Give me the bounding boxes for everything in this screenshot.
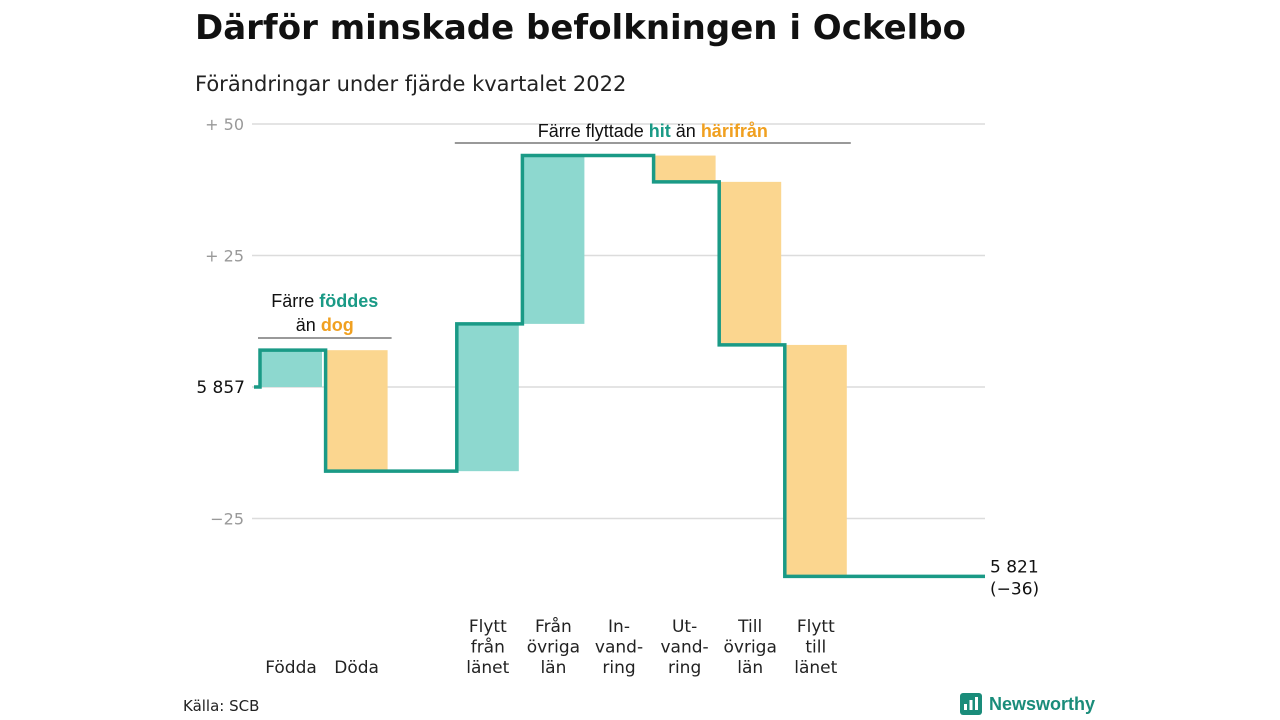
category-label: ring (668, 658, 701, 678)
category-label: länet (466, 658, 509, 678)
category-label: vand- (661, 638, 709, 658)
annotation-span: dog (321, 315, 354, 335)
waterfall-bar (784, 344, 847, 577)
end-change-label: (−36) (990, 579, 1039, 599)
category-label: ring (602, 658, 635, 678)
waterfall-bar (522, 155, 585, 324)
category-label: Födda (265, 658, 317, 678)
start-value-label: 5 857 (196, 378, 245, 398)
y-tick-label: −25 (210, 510, 244, 529)
category-label: län (737, 658, 763, 678)
annotation-span: härifrån (701, 121, 768, 141)
y-tick-label: + 50 (205, 115, 244, 134)
category-label: länet (794, 658, 837, 678)
source-note: Källa: SCB (183, 697, 260, 715)
category-label: Flytt (797, 617, 835, 637)
annotation-text: Färre föddes (271, 291, 378, 311)
annotation-span: Färre flyttade (538, 121, 649, 141)
running-total-line (254, 153, 985, 579)
bar-chart-icon (960, 693, 982, 715)
annotation-span: föddes (319, 291, 378, 311)
waterfall-bar (260, 350, 322, 387)
annotation-text: Färre flyttade hit än härifrån (538, 121, 768, 141)
category-label: In- (608, 617, 630, 637)
category-label: vand- (595, 638, 643, 658)
category-label: Till (737, 617, 762, 637)
annotation-span: än (671, 121, 701, 141)
annotation-text: än dog (296, 315, 354, 335)
end-value-label: 5 821 (990, 557, 1039, 577)
category-label: Ut- (672, 617, 697, 637)
waterfall-bar (653, 155, 716, 182)
category-label: övriga (724, 638, 777, 658)
waterfall-bar (719, 181, 782, 345)
category-label: län (540, 658, 566, 678)
category-label: Döda (334, 658, 379, 678)
waterfall-bar (325, 350, 388, 472)
category-label: Flytt (469, 617, 507, 637)
chart-title: Därför minskade befolkningen i Ockelbo (195, 8, 966, 48)
annotation-span: hit (649, 121, 671, 141)
y-tick-label: + 25 (205, 247, 244, 266)
annotation-span: Färre (271, 291, 319, 311)
category-label: Från (535, 616, 572, 637)
chart-subtitle: Förändringar under fjärde kvartalet 2022 (195, 72, 627, 96)
annotation-span: än (296, 315, 321, 335)
brand-name: Newsworthy (989, 693, 1096, 714)
category-label: övriga (527, 638, 580, 658)
category-label: från (471, 637, 505, 658)
category-label: till (805, 638, 826, 658)
waterfall-bar (456, 323, 519, 472)
brand-logo: Newsworthy (960, 693, 1095, 715)
